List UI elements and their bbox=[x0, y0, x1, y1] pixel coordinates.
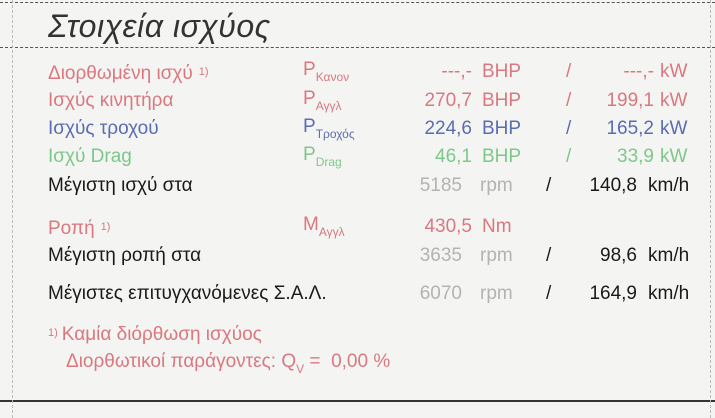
rpm-unit: rpm bbox=[480, 245, 513, 266]
label-text: Μέγιστη ισχύ στα bbox=[48, 175, 193, 196]
kw-value: 165,2 bbox=[606, 118, 654, 139]
label-text: Ισχύς κινητήρα bbox=[48, 90, 174, 111]
bhp-unit: BHP bbox=[482, 118, 522, 139]
speed-value: 164,9 bbox=[589, 283, 637, 304]
footnote-mark: 1) bbox=[48, 327, 58, 339]
max-rpm-label: Μέγιστες επιτυγχανόμενες Σ.Α.Λ. bbox=[48, 283, 327, 305]
separator: / bbox=[546, 175, 552, 196]
bhp-value: 224,6 bbox=[424, 118, 472, 139]
footnote-ref: 1) bbox=[100, 221, 111, 233]
max-power-label: Μέγιστη ισχύ στα bbox=[48, 175, 193, 197]
footnote-ref: 1) bbox=[198, 66, 209, 78]
rpm-value: 6070 bbox=[419, 283, 462, 304]
correction-factor-line: Διορθωτικοί παράγοντες: QV = 0,00 % bbox=[66, 351, 390, 380]
torque-label: Ροπή 1) bbox=[48, 216, 110, 240]
bhp-unit: BHP bbox=[482, 146, 522, 167]
correction-factor-part: = 0,00 % bbox=[304, 351, 391, 372]
bhp-value: ---,- bbox=[441, 61, 472, 82]
symbol-subscript: Drag bbox=[315, 155, 342, 169]
symbol-subscript: Τροχός bbox=[315, 127, 355, 141]
label-text: Διορθωμένη ισχύ bbox=[48, 63, 193, 84]
power-symbol: PDrag bbox=[303, 144, 342, 173]
speed-unit: km/h bbox=[648, 245, 690, 266]
power-row-label: Ισχύς κινητήρα bbox=[48, 90, 173, 112]
separator: / bbox=[546, 283, 552, 304]
label-text: Ισχύς τροχού bbox=[48, 118, 159, 139]
speed-value: 140,8 bbox=[589, 175, 637, 196]
symbol-letter: P bbox=[303, 59, 316, 80]
kw-unit: kW bbox=[660, 146, 688, 167]
speed-unit: km/h bbox=[648, 283, 690, 304]
power-symbol: PΤροχός bbox=[303, 116, 355, 145]
footnote-text: Καμία διόρθωση ισχύος bbox=[61, 324, 262, 345]
label-text: Μέγιστες επιτυγχανόμενες Σ.Α.Λ. bbox=[48, 283, 327, 304]
symbol-subscript: Αγγλ bbox=[318, 225, 345, 239]
symbol-letter: P bbox=[303, 144, 316, 165]
right-border bbox=[710, 0, 711, 418]
power-symbol: PΚανον bbox=[303, 59, 349, 88]
kw-unit: kW bbox=[660, 118, 688, 139]
separator: / bbox=[566, 61, 572, 82]
power-symbol: PΑγγλ bbox=[303, 88, 341, 117]
left-border bbox=[12, 0, 13, 418]
rpm-unit: rpm bbox=[480, 175, 513, 196]
footnote-line-1: 1) Καμία διόρθωση ισχύος bbox=[48, 322, 262, 346]
rpm-value: 3635 bbox=[419, 245, 462, 266]
torque-symbol: MΑγγλ bbox=[303, 214, 345, 243]
bhp-value: 46,1 bbox=[435, 146, 472, 167]
symbol-letter: M bbox=[303, 214, 319, 235]
symbol-letter: P bbox=[303, 88, 316, 109]
symbol-subscript: Αγγλ bbox=[315, 99, 342, 113]
rpm-unit: rpm bbox=[480, 283, 513, 304]
correction-factor-part: V bbox=[296, 362, 305, 376]
top-rule bbox=[0, 2, 715, 3]
title-rule bbox=[0, 47, 715, 48]
bhp-value: 270,7 bbox=[424, 90, 472, 111]
section-end-rule bbox=[0, 400, 715, 402]
kw-value: 33,9 bbox=[617, 146, 654, 167]
separator: / bbox=[546, 245, 552, 266]
separator: / bbox=[566, 146, 572, 167]
speed-value: 98,6 bbox=[600, 245, 637, 266]
label-text: Ροπή bbox=[48, 218, 95, 239]
max-torque-label: Μέγιστη ροπή στα bbox=[48, 245, 201, 267]
torque-value: 430,5 bbox=[424, 216, 472, 237]
kw-value: 199,1 bbox=[606, 90, 654, 111]
symbol-letter: P bbox=[303, 116, 316, 137]
symbol-subscript: Κανον bbox=[315, 70, 350, 84]
power-row-label: Ισχύς τροχού bbox=[48, 118, 159, 140]
speed-unit: km/h bbox=[648, 175, 690, 196]
bhp-unit: BHP bbox=[482, 61, 522, 82]
torque-unit: Nm bbox=[482, 216, 512, 237]
label-text: Ισχύ Drag bbox=[48, 146, 132, 167]
correction-factor-part: Διορθωτικοί παράγοντες: Q bbox=[66, 351, 297, 372]
label-text: Μέγιστη ροπή στα bbox=[48, 245, 202, 266]
power-row-label: Διορθωμένη ισχύ 1) bbox=[48, 61, 209, 85]
bhp-unit: BHP bbox=[482, 90, 522, 111]
separator: / bbox=[566, 90, 572, 111]
separator: / bbox=[566, 118, 572, 139]
power-row-label: Ισχύ Drag bbox=[48, 146, 132, 168]
kw-unit: kW bbox=[660, 90, 688, 111]
kw-unit: kW bbox=[660, 61, 688, 82]
kw-value: ---,- bbox=[623, 61, 654, 82]
section-title: Στοιχεία ισχύος bbox=[48, 8, 271, 44]
rpm-value: 5185 bbox=[419, 175, 462, 196]
